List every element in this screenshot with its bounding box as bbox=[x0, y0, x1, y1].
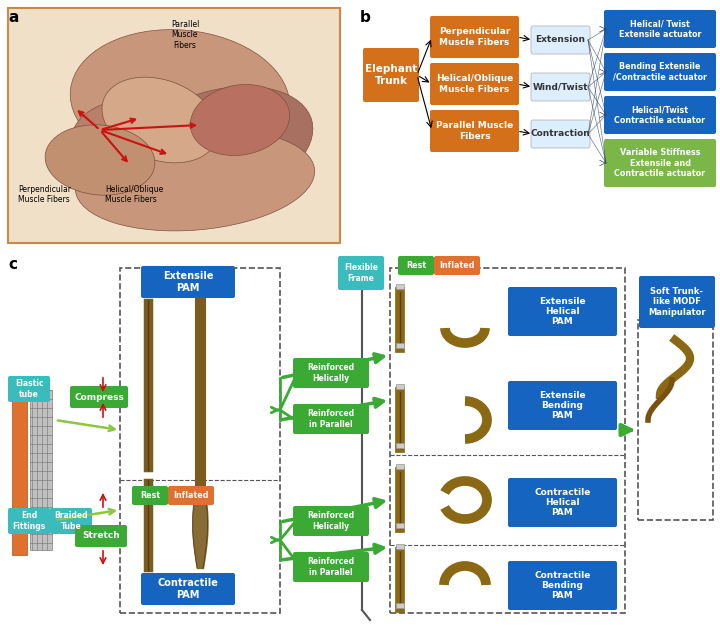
Text: Perpendicular
Muscle Fibers: Perpendicular Muscle Fibers bbox=[438, 27, 510, 47]
Ellipse shape bbox=[127, 87, 313, 204]
Text: Inflated: Inflated bbox=[439, 261, 474, 270]
Text: Perpendicular
Muscle Fibers: Perpendicular Muscle Fibers bbox=[18, 185, 71, 204]
FancyBboxPatch shape bbox=[293, 358, 369, 388]
Bar bbox=[396, 384, 404, 389]
FancyBboxPatch shape bbox=[430, 63, 519, 105]
FancyBboxPatch shape bbox=[338, 256, 384, 290]
Text: Helical/ Twist
Extensile actuator: Helical/ Twist Extensile actuator bbox=[618, 19, 701, 39]
Ellipse shape bbox=[71, 99, 220, 201]
FancyBboxPatch shape bbox=[604, 10, 716, 48]
Text: End
Fittings: End Fittings bbox=[12, 511, 45, 530]
Text: Helical/Oblique
Muscle Fibers: Helical/Oblique Muscle Fibers bbox=[436, 74, 513, 94]
FancyBboxPatch shape bbox=[293, 552, 369, 582]
Bar bbox=[390, 268, 625, 613]
FancyBboxPatch shape bbox=[132, 486, 168, 505]
Text: Bending Extensile
/Contractile actuator: Bending Extensile /Contractile actuator bbox=[613, 62, 707, 82]
FancyBboxPatch shape bbox=[604, 96, 716, 134]
Bar bbox=[638, 320, 713, 520]
Text: Contractile
Helical
PAM: Contractile Helical PAM bbox=[534, 487, 590, 517]
Text: Parallel
Muscle
Fibers: Parallel Muscle Fibers bbox=[171, 20, 199, 50]
Text: Reinforced
in Parallel: Reinforced in Parallel bbox=[307, 557, 354, 577]
FancyBboxPatch shape bbox=[75, 525, 127, 547]
Text: Extensile
Bending
PAM: Extensile Bending PAM bbox=[539, 391, 586, 420]
Text: Elastic
tube: Elastic tube bbox=[14, 379, 43, 399]
Text: Parallel Muscle
Fibers: Parallel Muscle Fibers bbox=[436, 122, 513, 141]
Text: Inflated: Inflated bbox=[174, 491, 209, 500]
FancyBboxPatch shape bbox=[168, 486, 214, 505]
Text: Braided
Tube: Braided Tube bbox=[54, 511, 88, 530]
Bar bbox=[396, 443, 404, 448]
Bar bbox=[396, 523, 404, 528]
Bar bbox=[396, 284, 404, 289]
Ellipse shape bbox=[190, 84, 289, 156]
FancyBboxPatch shape bbox=[141, 266, 235, 298]
FancyBboxPatch shape bbox=[8, 508, 50, 534]
Bar bbox=[8, 8, 340, 243]
Text: Reinforced
Helically: Reinforced Helically bbox=[307, 511, 354, 530]
Text: Contraction: Contraction bbox=[531, 130, 590, 139]
FancyBboxPatch shape bbox=[293, 404, 369, 434]
Text: Reinforced
Helically: Reinforced Helically bbox=[307, 363, 354, 383]
Text: Reinforced
in Parallel: Reinforced in Parallel bbox=[307, 410, 354, 429]
Text: Extension: Extension bbox=[536, 35, 585, 44]
FancyBboxPatch shape bbox=[508, 561, 617, 610]
FancyBboxPatch shape bbox=[531, 26, 590, 54]
Text: Extensile
PAM: Extensile PAM bbox=[163, 271, 213, 293]
Text: Contractile
Bending
PAM: Contractile Bending PAM bbox=[534, 570, 590, 600]
Text: Extensile
Helical
PAM: Extensile Helical PAM bbox=[539, 297, 586, 327]
Bar bbox=[396, 464, 404, 469]
Bar bbox=[396, 544, 404, 549]
FancyBboxPatch shape bbox=[430, 110, 519, 152]
FancyBboxPatch shape bbox=[531, 120, 590, 148]
Text: Compress: Compress bbox=[74, 392, 124, 401]
Text: Variable Stiffness
Extensile and
Contractile actuator: Variable Stiffness Extensile and Contrac… bbox=[614, 148, 706, 178]
Bar bbox=[120, 268, 280, 613]
Ellipse shape bbox=[71, 30, 289, 170]
FancyBboxPatch shape bbox=[398, 256, 434, 275]
FancyBboxPatch shape bbox=[141, 573, 235, 605]
Text: c: c bbox=[8, 257, 17, 272]
Ellipse shape bbox=[102, 77, 218, 163]
Text: a: a bbox=[8, 10, 19, 25]
Text: Rest: Rest bbox=[140, 491, 160, 500]
FancyBboxPatch shape bbox=[639, 276, 715, 328]
FancyBboxPatch shape bbox=[430, 16, 519, 58]
Text: b: b bbox=[360, 10, 371, 25]
FancyBboxPatch shape bbox=[604, 53, 716, 91]
Text: Elephant
Trunk: Elephant Trunk bbox=[365, 64, 417, 86]
Text: Stretch: Stretch bbox=[82, 532, 120, 541]
FancyBboxPatch shape bbox=[293, 506, 369, 536]
Bar bbox=[30, 390, 52, 550]
FancyBboxPatch shape bbox=[508, 287, 617, 336]
FancyBboxPatch shape bbox=[508, 381, 617, 430]
FancyBboxPatch shape bbox=[604, 139, 716, 187]
Ellipse shape bbox=[76, 129, 315, 231]
FancyBboxPatch shape bbox=[434, 256, 480, 275]
FancyBboxPatch shape bbox=[531, 73, 590, 101]
FancyBboxPatch shape bbox=[70, 386, 128, 408]
FancyBboxPatch shape bbox=[363, 48, 419, 102]
Bar bbox=[396, 343, 404, 348]
Ellipse shape bbox=[45, 125, 155, 195]
FancyBboxPatch shape bbox=[8, 376, 50, 402]
FancyBboxPatch shape bbox=[508, 478, 617, 527]
Text: Flexible
Frame: Flexible Frame bbox=[344, 263, 378, 283]
Text: Soft Trunk-
like MODF
Manipulator: Soft Trunk- like MODF Manipulator bbox=[648, 287, 706, 317]
Bar bbox=[396, 603, 404, 608]
Bar bbox=[12, 385, 27, 555]
Text: Wind/Twist: Wind/Twist bbox=[533, 82, 588, 92]
Text: Helical/Twist
Contractile actuator: Helical/Twist Contractile actuator bbox=[614, 105, 706, 125]
Text: Rest: Rest bbox=[406, 261, 426, 270]
Text: Contractile
PAM: Contractile PAM bbox=[158, 578, 218, 600]
Text: Helical/Oblique
Muscle Fibers: Helical/Oblique Muscle Fibers bbox=[105, 185, 163, 204]
FancyBboxPatch shape bbox=[50, 508, 92, 534]
